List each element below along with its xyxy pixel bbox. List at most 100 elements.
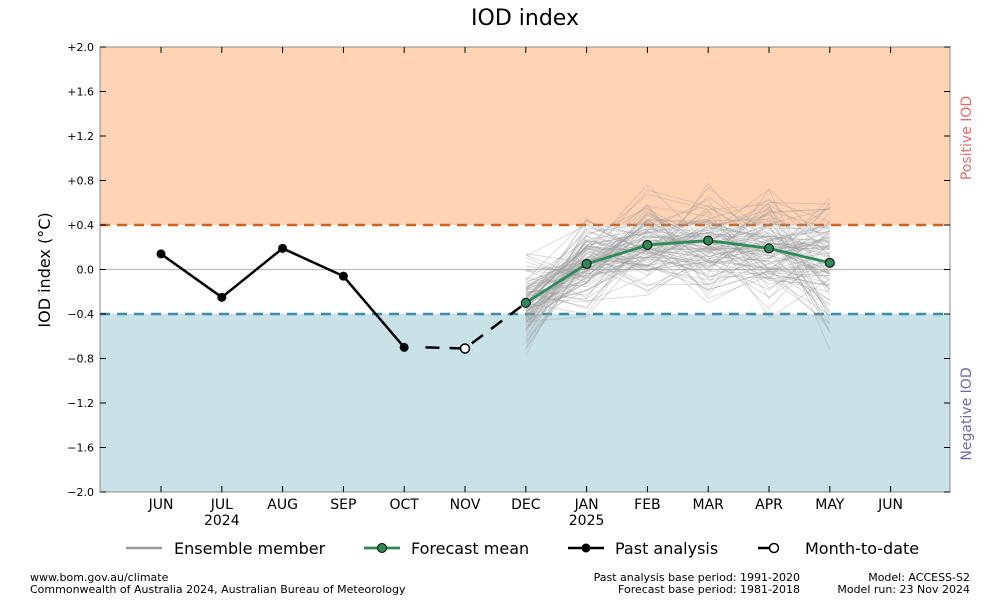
ensemble-member-line: [525, 208, 830, 295]
ensemble-member-line: [525, 226, 831, 305]
y-tick-label: +2.0: [67, 41, 94, 54]
negative-zone: [100, 314, 950, 492]
y-tick-label: +0.4: [67, 219, 94, 232]
ensemble-member-line: [525, 204, 830, 307]
chart-title: IOD index: [471, 6, 579, 31]
past-analysis-point: [156, 249, 166, 259]
ensemble-member-line: [525, 206, 831, 315]
x-tick-label: DEC: [511, 497, 541, 513]
ensemble-member-line: [525, 231, 830, 330]
y-tick-label: −1.6: [67, 442, 94, 455]
ensemble-member-line: [525, 198, 831, 317]
ensemble-member-line: [525, 218, 830, 320]
x-tick-label: AUG: [267, 497, 298, 513]
ensemble-member-line: [525, 204, 831, 333]
legend-label: Forecast mean: [411, 539, 529, 558]
ensemble-member-line: [525, 182, 831, 321]
ensemble-member-line: [525, 225, 831, 315]
ensemble-member-line: [525, 193, 831, 334]
x-tick-label: OCT: [390, 497, 420, 513]
past-analysis-point: [399, 342, 409, 352]
ensemble-member-line: [525, 230, 831, 309]
ensemble-member-line: [525, 246, 830, 342]
ensemble-member-line: [525, 218, 830, 305]
y-tick-label: 0.0: [77, 264, 95, 277]
y-tick-label: −2.0: [67, 486, 94, 499]
forecast-mean-point: [764, 243, 774, 254]
month-to-date-line: [425, 301, 527, 350]
zones-layer: [100, 47, 950, 492]
legend-mtd: Month-to-date: [758, 539, 919, 558]
x-tick-label: JUN: [148, 497, 174, 513]
ensemble-member-line: [525, 201, 830, 308]
ensemble-member-line: [525, 223, 830, 307]
x-year-label: 2024: [204, 513, 240, 529]
ensemble-member-line: [525, 237, 830, 317]
legend: Ensemble member Forecast mean Past analysi…: [126, 539, 919, 558]
y-tick-label: +1.6: [67, 86, 94, 99]
ensemble-member-line: [525, 226, 830, 303]
footer-left: www.bom.gov.au/climate Commonwealth of A…: [30, 572, 405, 596]
x-tick-label: JUN: [877, 497, 903, 513]
y-tick-label: +1.2: [67, 130, 94, 143]
footer-past-base: Past analysis base period: 1991-2020: [593, 571, 800, 584]
ensemble-member-line: [525, 219, 831, 318]
ensemble-member-line: [525, 186, 831, 313]
month-to-date-point: [459, 343, 471, 354]
series-layer: [156, 235, 835, 354]
ensemble-member-line: [525, 211, 831, 304]
ensemble-member-line: [525, 256, 831, 323]
x-tick-label: MAY: [815, 497, 845, 513]
ensemble-member-line: [525, 210, 830, 291]
ensemble-member-line: [525, 246, 830, 299]
ensemble-member-line: [525, 203, 831, 307]
positive-zone: [100, 47, 950, 225]
x-tick-label: MAR: [693, 497, 725, 513]
ensemble-member-line: [525, 205, 830, 337]
footer-model: Model: ACCESS-S2 Model run: 23 Nov 2024: [837, 572, 970, 596]
x-tick-label: JAN: [574, 497, 599, 513]
ensemble-member-line: [525, 235, 830, 312]
ensemble-member-line: [525, 188, 831, 321]
ensemble-member-line: [525, 239, 831, 302]
ensemble-member-line: [525, 248, 830, 310]
ensemble-member-line: [525, 184, 830, 288]
ensemble-member-line: [525, 223, 830, 310]
ensemble-member-line: [525, 225, 830, 293]
footer-model-run: Model run: 23 Nov 2024: [837, 583, 970, 596]
ensemble-member-line: [525, 208, 830, 284]
ensemble-member-line: [525, 221, 831, 318]
ensemble-member-line: [525, 230, 830, 299]
ensemble-member-line: [525, 235, 830, 283]
y-tick-label: −1.2: [67, 397, 94, 410]
forecast-mean-point: [824, 257, 835, 268]
y-tick-label: −0.4: [67, 308, 94, 321]
footer-base-periods: Past analysis base period: 1991-2020 For…: [594, 572, 800, 596]
axes-layer: +2.0 +1.6 +1.2 +0.8 +0.4 0.0 −0.4 −0.8 −1.2 −1.6 −…: [67, 41, 951, 529]
ensemble-member-line: [525, 218, 830, 285]
ensemble-member-line: [525, 208, 831, 304]
forecast-mean-point: [703, 235, 714, 246]
ensemble-member-line: [525, 219, 831, 333]
ensemble-member-line: [525, 205, 831, 314]
past-analysis-point: [338, 271, 348, 281]
ensemble-member-line: [525, 198, 831, 301]
ensemble-member-line: [525, 250, 830, 331]
ensemble-member-line: [525, 196, 830, 304]
footer-forecast-base: Forecast base period: 1981-2018: [618, 583, 800, 596]
ensemble-member-line: [525, 235, 831, 356]
y-tick-label: −0.8: [67, 353, 94, 366]
ensemble-member-line: [525, 220, 831, 292]
x-year-label: 2025: [569, 513, 605, 529]
ensemble-member-line: [525, 220, 830, 306]
ensemble-member-line: [525, 214, 831, 279]
forecast-mean-line: [525, 239, 831, 305]
past-analysis-point: [217, 292, 227, 302]
ensemble-member-line: [525, 223, 830, 288]
ensemble-member-line: [525, 239, 830, 326]
past-analysis-point: [278, 243, 288, 253]
ensemble-member-line: [525, 188, 831, 306]
legend-forecast-marker: [377, 543, 387, 553]
positive-iod-label: Positive IOD: [959, 96, 975, 180]
legend-mtd-marker: [768, 542, 780, 554]
